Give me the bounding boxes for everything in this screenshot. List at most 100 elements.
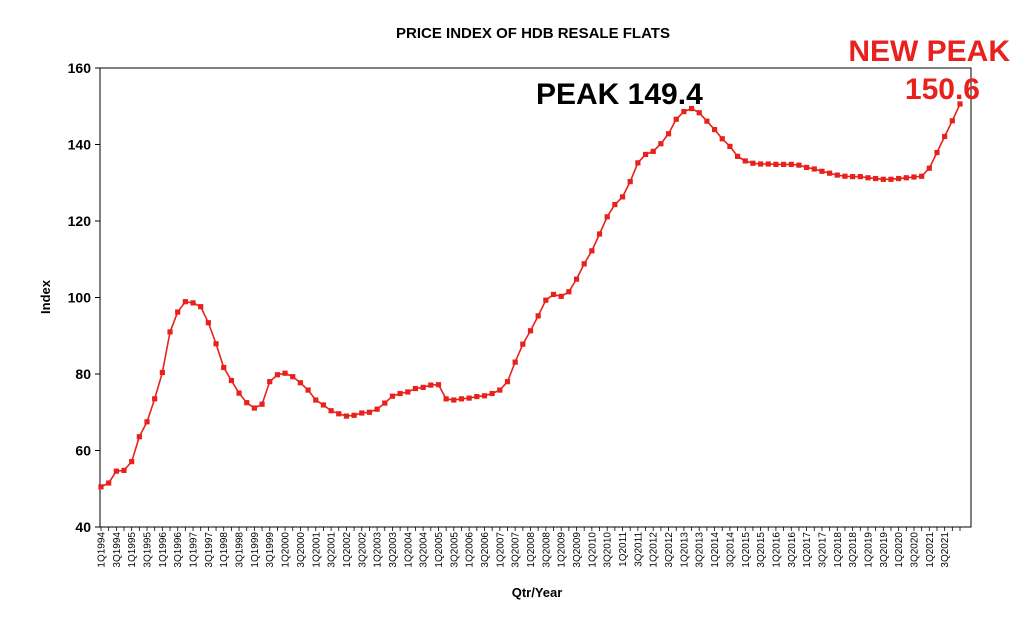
x-tick-label: 3Q2009 — [572, 532, 583, 568]
data-point — [550, 291, 557, 298]
data-point — [811, 166, 817, 172]
data-point — [274, 372, 281, 378]
data-point — [665, 131, 672, 137]
data-point — [650, 148, 656, 154]
data-point — [734, 153, 741, 159]
data-point — [827, 170, 833, 176]
x-tick-label: 3Q2008 — [541, 532, 552, 568]
data-point — [221, 364, 227, 371]
x-tick-label: 1Q2016 — [771, 532, 782, 568]
data-point — [297, 380, 304, 386]
data-point — [926, 165, 932, 171]
data-point — [190, 300, 196, 306]
x-tick-label: 1Q2011 — [618, 532, 629, 567]
data-point — [504, 379, 511, 385]
data-point — [727, 143, 733, 150]
data-point — [443, 396, 449, 402]
x-tick-label: 3Q2021 — [940, 532, 951, 568]
data-point — [374, 406, 380, 412]
x-tick-label: 3Q2015 — [756, 532, 767, 568]
x-tick-label: 3Q2011 — [633, 532, 644, 567]
data-point — [182, 299, 188, 305]
data-point — [880, 176, 886, 182]
x-tick-label: 1Q2005 — [434, 532, 445, 568]
x-axis-label: Qtr/Year — [512, 585, 563, 600]
data-point — [497, 387, 503, 393]
data-point — [911, 174, 917, 180]
data-point — [175, 309, 181, 315]
y-tick-label: 100 — [68, 290, 92, 306]
x-tick-label: 1Q2008 — [526, 532, 537, 568]
data-point — [681, 109, 687, 115]
data-point — [290, 374, 296, 380]
x-tick-label: 1Q2019 — [863, 532, 874, 568]
data-point — [251, 405, 257, 411]
y-tick-label: 140 — [68, 137, 92, 153]
x-tick-label: 1Q2000 — [281, 532, 292, 568]
data-point — [896, 175, 902, 182]
y-tick-label: 120 — [68, 213, 92, 229]
data-point — [474, 393, 480, 400]
data-point — [919, 173, 925, 179]
data-point — [566, 289, 572, 295]
data-point — [489, 390, 495, 397]
data-point — [696, 110, 702, 116]
data-point — [711, 126, 718, 133]
data-point — [512, 359, 518, 365]
x-tick-label: 1Q1997 — [189, 532, 200, 568]
data-point — [213, 341, 219, 347]
x-tick-label: 3Q2016 — [787, 532, 798, 568]
x-tick-label: 3Q2003 — [388, 532, 399, 568]
x-tick-label: 1Q1994 — [97, 532, 108, 568]
x-tick-label: 3Q2017 — [817, 532, 828, 568]
x-tick-label: 1Q1999 — [250, 532, 261, 568]
new-peak-annotation: NEW PEAK — [848, 35, 1010, 68]
data-point — [949, 118, 955, 124]
x-tick-label: 1Q2001 — [311, 532, 322, 568]
data-point — [804, 164, 810, 171]
data-point — [573, 276, 580, 282]
x-tick-label: 1Q2015 — [741, 532, 752, 568]
data-point — [113, 468, 119, 474]
data-point — [750, 160, 756, 166]
data-point — [343, 413, 350, 419]
y-tick-label: 60 — [75, 443, 91, 459]
x-tick-label: 3Q1994 — [112, 532, 123, 568]
x-tick-label: 3Q2018 — [848, 532, 859, 568]
plot-area — [99, 67, 972, 528]
data-point — [129, 458, 135, 465]
data-point — [780, 161, 787, 167]
data-point — [673, 116, 679, 122]
data-point — [259, 401, 265, 407]
data-point — [198, 304, 204, 310]
data-point — [612, 201, 618, 208]
data-point — [773, 161, 779, 167]
data-point — [535, 313, 541, 319]
data-point — [244, 400, 250, 406]
data-point — [627, 179, 633, 185]
x-tick-label: 1Q2014 — [710, 532, 721, 568]
data-point — [144, 419, 150, 425]
y-tick-label: 80 — [75, 366, 91, 382]
data-point — [742, 158, 748, 164]
data-point — [527, 328, 534, 334]
data-point — [619, 194, 626, 200]
data-point — [481, 393, 488, 399]
chart-title: PRICE INDEX OF HDB RESALE FLATS — [396, 25, 670, 42]
data-point — [336, 411, 342, 417]
peak-annotation: PEAK 149.4 — [536, 78, 703, 111]
data-point — [159, 369, 165, 376]
data-point — [313, 397, 319, 403]
x-tick-label: 1Q2003 — [373, 532, 384, 568]
data-point — [757, 161, 764, 167]
data-point — [389, 393, 396, 399]
data-point — [642, 151, 649, 158]
data-point — [581, 261, 587, 267]
data-point — [865, 175, 871, 181]
x-tick-label: 1Q2020 — [894, 532, 905, 568]
data-point — [903, 175, 909, 181]
x-tick-label: 3Q2013 — [695, 532, 706, 568]
data-point — [466, 395, 472, 401]
x-tick-label: 3Q2014 — [725, 532, 736, 568]
data-point — [796, 162, 802, 168]
